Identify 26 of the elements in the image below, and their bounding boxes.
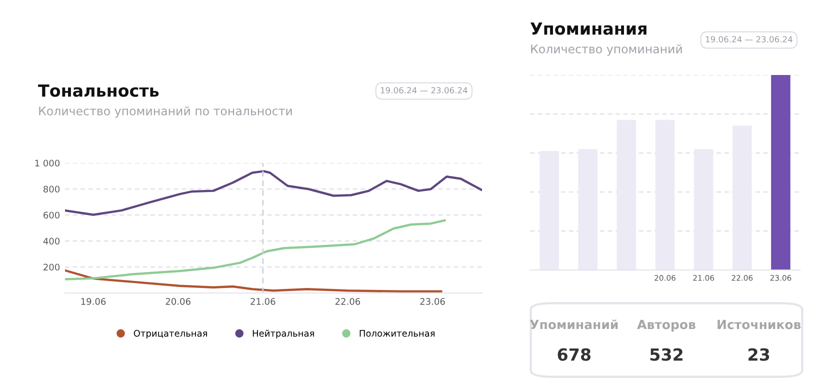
x-tick-label: 23.06 <box>420 298 445 305</box>
text: 19.06.24 — 23.06.24 <box>706 36 792 42</box>
text: 23 <box>748 348 770 361</box>
x-tick-label: 19.06 <box>81 298 106 305</box>
legend-label: Положительная <box>360 330 435 337</box>
y-tick-label: 600 <box>44 212 60 219</box>
chart-title: Тональность <box>38 84 159 97</box>
y-tick-label: 400 <box>43 238 60 245</box>
text: Авторов <box>637 320 696 332</box>
x-tick-label: 22.06 <box>335 298 360 305</box>
chart-subtitle: Количество упоминаний по тональности <box>39 106 292 118</box>
chart-title: Упоминания <box>530 22 646 35</box>
y-tick-label: 200 <box>44 264 60 271</box>
text: 678 <box>558 348 591 361</box>
text: Источников <box>718 320 801 330</box>
y-tick-label: 800 <box>44 186 60 193</box>
text: 19.06.24 — 23.06.24 <box>380 87 468 94</box>
chart-subtitle: Количество упоминаний <box>531 44 682 56</box>
text: 532 <box>650 348 682 361</box>
x-tick-label: 20.06 <box>166 298 190 305</box>
bar <box>771 75 790 270</box>
text: Упоминаний <box>530 319 618 330</box>
legend-label: Нейтральная <box>252 330 314 338</box>
legend-label: Отрицательная <box>134 330 207 338</box>
y-tick-label: 1 000 <box>35 160 60 167</box>
x-tick-label: 21.06 <box>250 298 276 305</box>
